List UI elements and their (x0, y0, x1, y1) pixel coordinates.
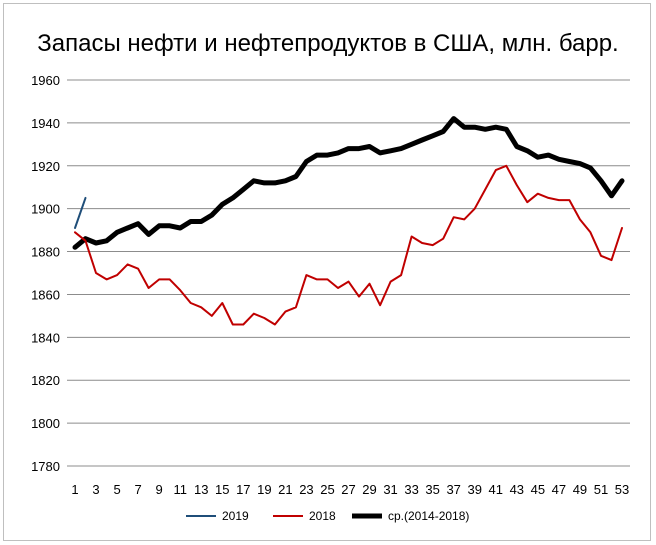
y-tick-label: 1860 (31, 287, 60, 302)
x-tick-label: 1 (71, 482, 78, 497)
y-tick-label: 1880 (31, 245, 60, 260)
y-tick-label: 1960 (31, 73, 60, 88)
x-tick-label: 7 (134, 482, 141, 497)
y-tick-labels: 1780 1800 1820 1840 1860 1880 1900 1920 1940 1960 (31, 73, 60, 474)
x-tick-label: 21 (278, 482, 292, 497)
y-tick-label: 1920 (31, 159, 60, 174)
chart-frame (3, 3, 651, 541)
legend-label: 2019 (222, 509, 249, 523)
x-tick-label: 31 (383, 482, 397, 497)
x-tick-label: 9 (156, 482, 163, 497)
chart-title: Запасы нефти и нефтепродуктов в США, млн… (37, 30, 619, 57)
x-tick-label: 39 (467, 482, 481, 497)
x-tick-label: 25 (320, 482, 334, 497)
x-tick-label: 29 (362, 482, 376, 497)
y-tick-label: 1800 (31, 416, 60, 431)
x-tick-label: 19 (257, 482, 271, 497)
x-tick-label: 15 (215, 482, 229, 497)
x-tick-label: 51 (594, 482, 608, 497)
legend-label: 2018 (309, 509, 336, 523)
x-tick-label: 27 (341, 482, 355, 497)
x-tick-label: 37 (446, 482, 460, 497)
x-tick-label: 23 (299, 482, 313, 497)
series-lines (72, 116, 625, 326)
x-tick-label: 17 (236, 482, 250, 497)
x-tick-label: 41 (489, 482, 503, 497)
series-line-0 (74, 196, 87, 229)
gridlines (67, 79, 630, 467)
x-tick-label: 53 (615, 482, 629, 497)
x-tick-label: 35 (425, 482, 439, 497)
x-tick-label: 43 (510, 482, 524, 497)
x-tick-label: 49 (573, 482, 587, 497)
y-tick-label: 1900 (31, 202, 60, 217)
y-tick-label: 1820 (31, 373, 60, 388)
x-tick-label: 11 (173, 482, 187, 497)
x-tick-label: 3 (92, 482, 99, 497)
x-tick-label: 33 (404, 482, 418, 497)
series-line-1 (74, 164, 623, 326)
series-line-2 (72, 116, 625, 250)
x-tick-labels: 1 3 5 7 9 11 13 15 17 19 21 23 25 27 29 31 33 35 37 39 41 43 4… (71, 482, 629, 497)
y-tick-label: 1940 (31, 116, 60, 131)
x-tick-label: 5 (113, 482, 120, 497)
x-tick-label: 13 (194, 482, 208, 497)
y-tick-label: 1780 (31, 459, 60, 474)
legend-label: ср.(2014-2018) (388, 509, 469, 523)
legend: 2019 2018 ср.(2014-2018) (186, 509, 469, 523)
y-tick-label: 1840 (31, 330, 60, 345)
x-tick-label: 45 (531, 482, 545, 497)
x-tick-label: 47 (552, 482, 566, 497)
